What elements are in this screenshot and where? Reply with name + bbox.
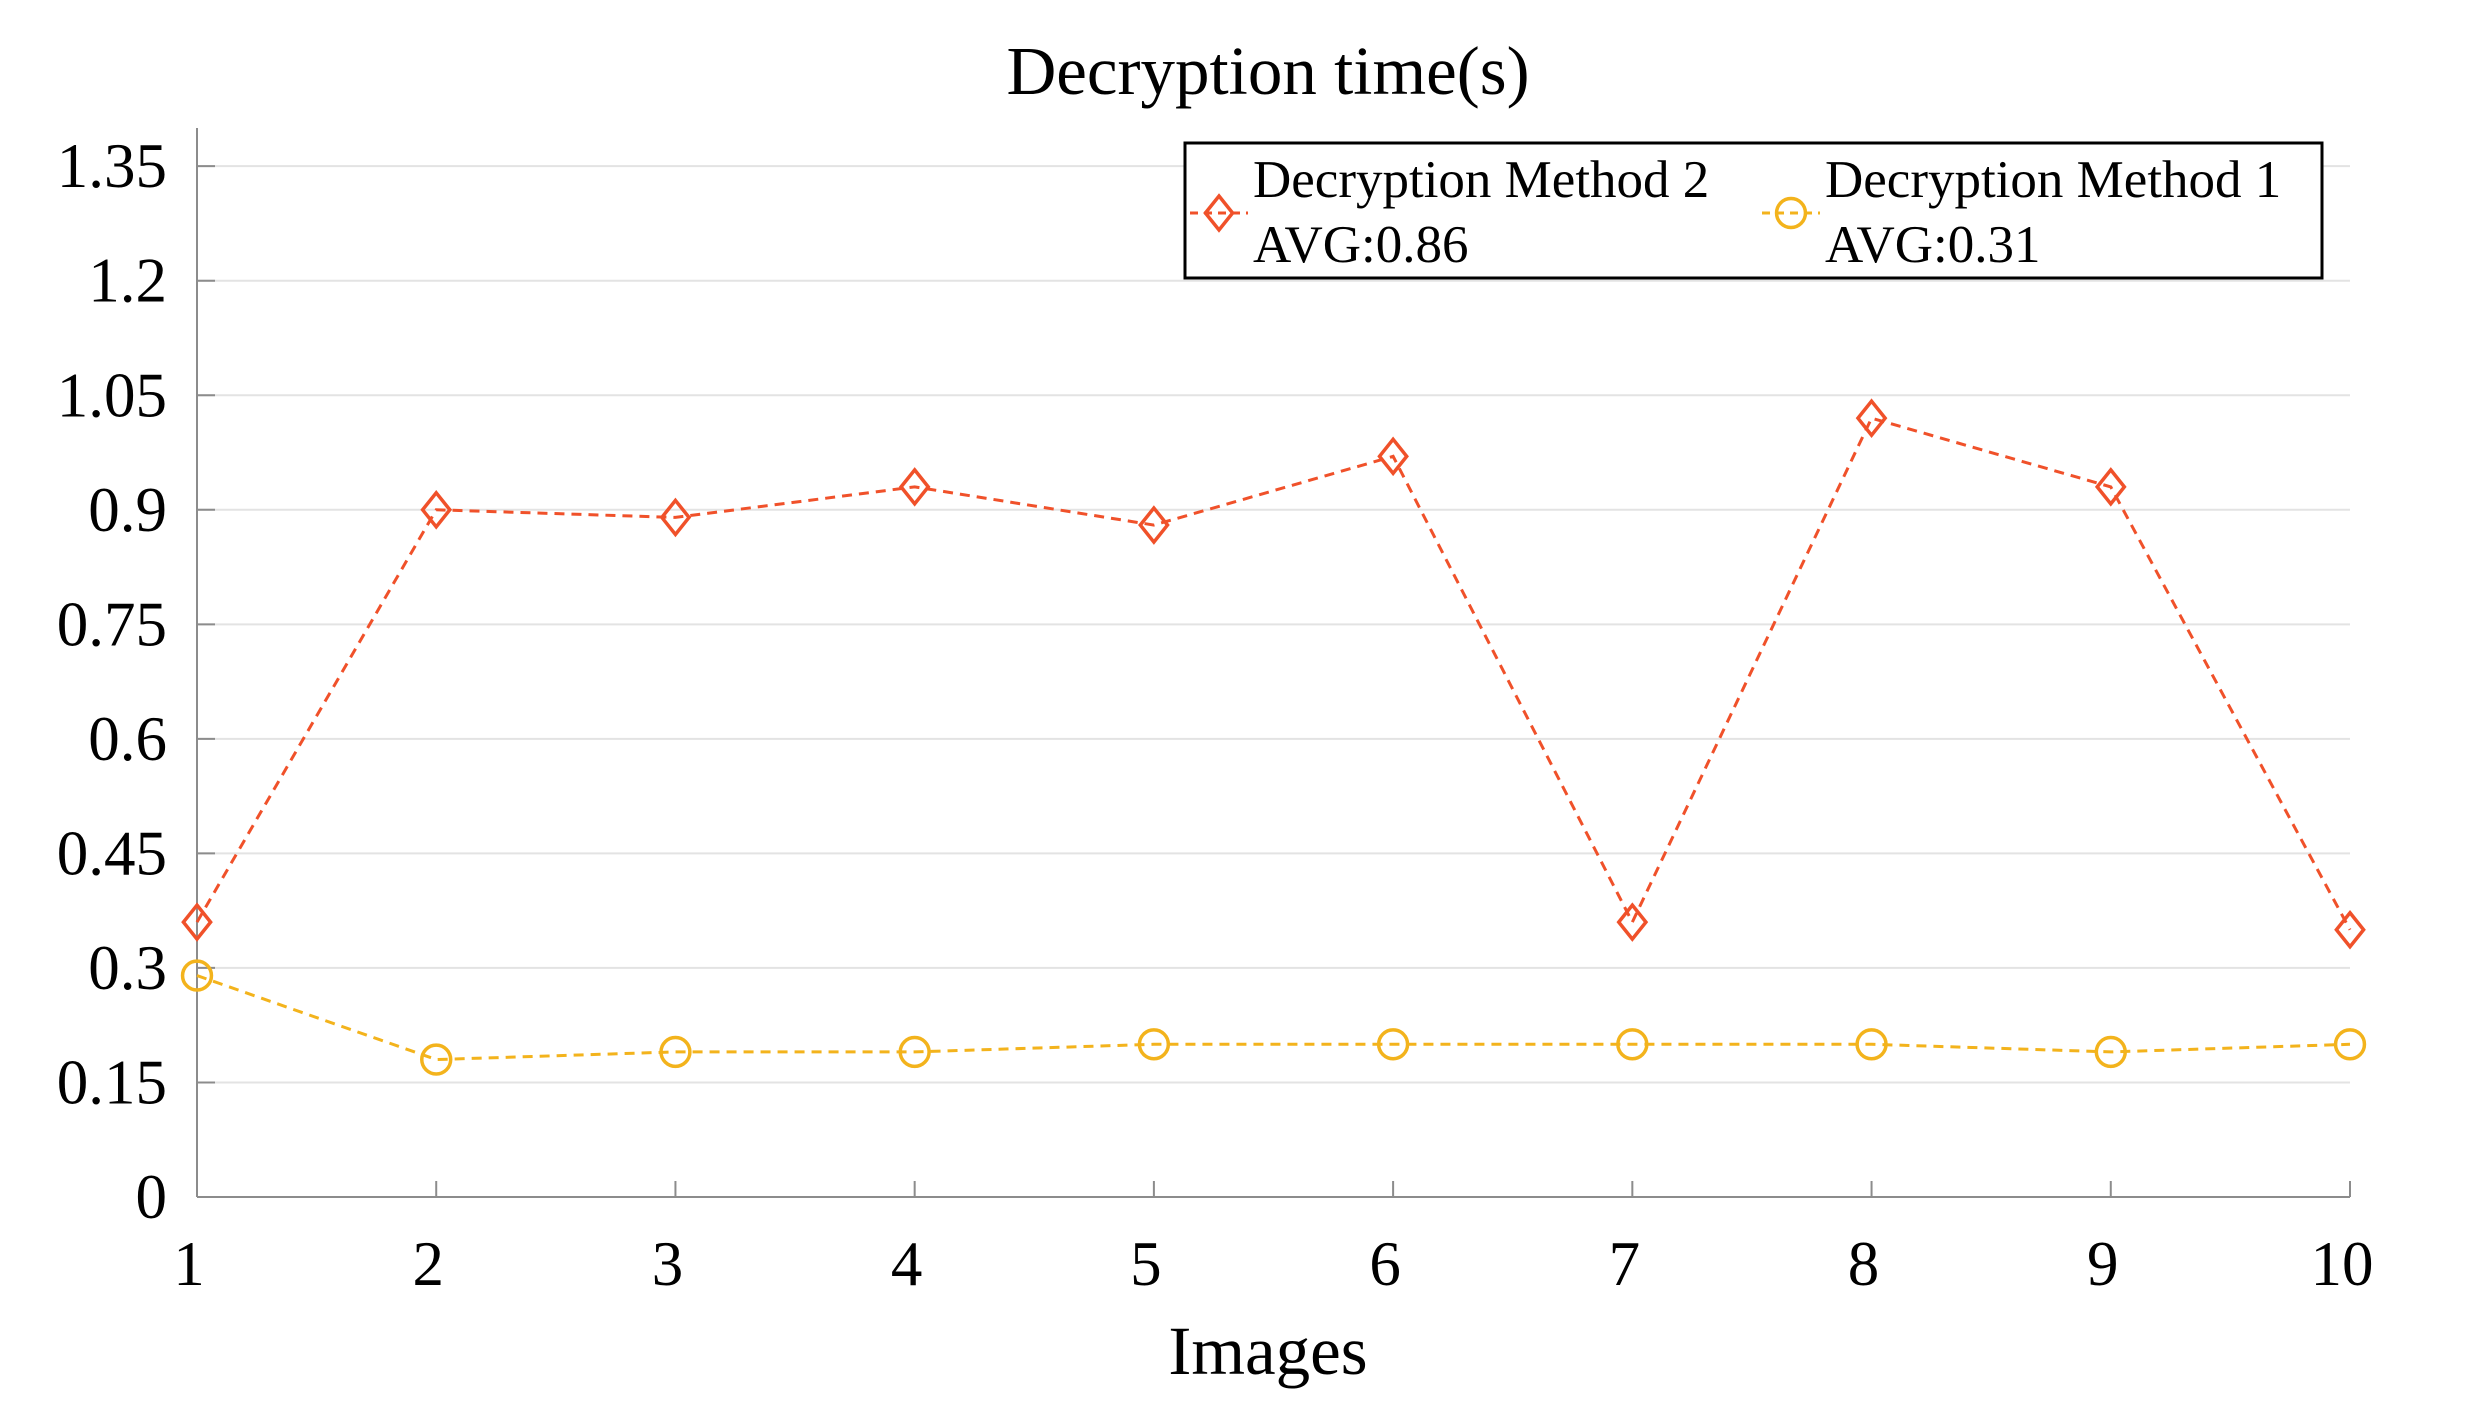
tick-labels: 0 0.15 0.3 0.45 0.6 0.75 0.9 1.05 1.2 1.35 1 2 3 4 5 6 7… <box>57 131 2374 1299</box>
legend-note-method-2: AVG:0.86 <box>1253 216 1468 274</box>
data-point-circle <box>1376 1028 1410 1061</box>
data-point-circle <box>420 1043 453 1076</box>
series-circle <box>180 959 2367 1076</box>
data-point-circle <box>659 1035 692 1069</box>
data-point-diamond <box>420 489 453 530</box>
y-tick-label: 0.3 <box>88 933 167 1003</box>
x-tick-label: 1 <box>173 1229 205 1299</box>
y-tick-label: 0.75 <box>57 589 167 659</box>
legend-entry-method-1 <box>1762 196 1820 230</box>
legend-box <box>1183 141 2324 280</box>
x-tick-label: 6 <box>1369 1229 1401 1299</box>
series-diamond <box>181 398 2366 950</box>
x-tick-label: 3 <box>652 1229 684 1299</box>
chart-title: Decryption time(s) <box>1006 33 1529 109</box>
data-point-diamond <box>898 467 931 507</box>
series-line <box>196 974 2351 1062</box>
series-line <box>195 416 2352 931</box>
legend-label-method-1: Decryption Method 1 <box>1825 151 2281 209</box>
legend-label-method-2: Decryption Method 2 <box>1253 151 1709 209</box>
series <box>180 398 2367 1076</box>
y-tick-label: 0.9 <box>88 475 167 545</box>
legend-note-method-1: AVG:0.31 <box>1825 216 2040 274</box>
x-axis-title: Images <box>1168 1313 1367 1389</box>
data-point-diamond <box>1855 398 1888 438</box>
data-point-diamond <box>2094 467 2127 507</box>
data-point-diamond <box>2334 909 2366 950</box>
x-tick-label: 7 <box>1609 1229 1641 1299</box>
data-point-circle <box>1855 1028 1888 1061</box>
legend: Decryption Method 2 AVG:0.86 Decryption … <box>1183 141 2324 280</box>
y-tick-label: 1.35 <box>57 131 167 201</box>
grid <box>197 165 2350 1084</box>
axes <box>196 128 2351 1198</box>
data-point-diamond <box>1616 902 1649 942</box>
x-tick-label: 9 <box>2087 1229 2119 1299</box>
y-tick-label: 1.2 <box>88 246 167 316</box>
data-point-diamond <box>1377 436 1409 477</box>
x-tick-label: 10 <box>2311 1229 2374 1299</box>
legend-marker-diamond <box>1203 193 1235 233</box>
y-tick-label: 0 <box>136 1162 168 1232</box>
x-tick-label: 2 <box>412 1229 444 1299</box>
y-tick-label: 1.05 <box>57 360 167 430</box>
x-tick-label: 4 <box>891 1229 923 1299</box>
data-point-circle <box>180 959 214 992</box>
legend-entry-method-2 <box>1190 193 1248 233</box>
x-tick-label: 8 <box>1848 1229 1880 1299</box>
data-point-circle <box>898 1035 931 1069</box>
data-point-circle <box>2333 1028 2367 1061</box>
data-point-circle <box>1137 1028 1171 1061</box>
y-tick-label: 0.6 <box>88 704 167 774</box>
data-point-circle <box>1616 1028 1649 1061</box>
data-point-diamond <box>659 497 692 538</box>
legend-marker-circle <box>1774 196 1808 230</box>
data-point-circle <box>2094 1035 2127 1069</box>
x-tick-label: 5 <box>1130 1229 1162 1299</box>
y-tick-label: 0.45 <box>57 818 167 888</box>
data-point-diamond <box>181 902 213 942</box>
y-tick-label: 0.15 <box>57 1047 167 1117</box>
data-point-diamond <box>1138 505 1170 545</box>
